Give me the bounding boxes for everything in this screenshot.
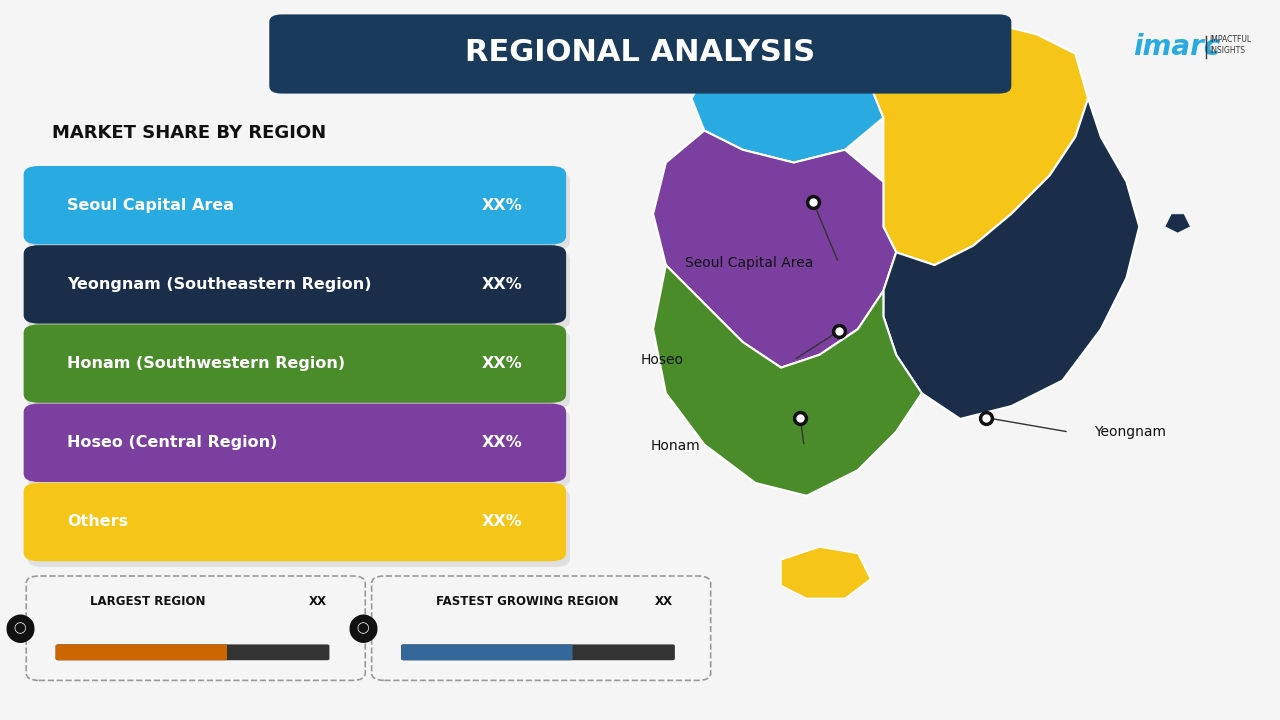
Text: REGIONAL ANALYSIS: REGIONAL ANALYSIS — [465, 38, 815, 67]
FancyBboxPatch shape — [27, 251, 570, 330]
Text: INSIGHTS: INSIGHTS — [1210, 46, 1245, 55]
Text: XX%: XX% — [481, 356, 522, 371]
Text: Seoul Capital Area: Seoul Capital Area — [67, 198, 234, 212]
Polygon shape — [858, 22, 1088, 265]
FancyBboxPatch shape — [55, 644, 329, 660]
FancyBboxPatch shape — [401, 644, 675, 660]
FancyBboxPatch shape — [27, 409, 570, 488]
FancyBboxPatch shape — [55, 644, 227, 660]
Text: XX%: XX% — [481, 515, 522, 529]
Text: ⬤: ⬤ — [4, 614, 36, 643]
Text: Honam: Honam — [650, 439, 700, 454]
Text: Yeongnam (Southeastern Region): Yeongnam (Southeastern Region) — [67, 277, 371, 292]
Text: XX%: XX% — [481, 198, 522, 212]
FancyBboxPatch shape — [23, 403, 566, 482]
Text: XX: XX — [308, 595, 326, 608]
Polygon shape — [781, 547, 870, 598]
Text: LARGEST REGION: LARGEST REGION — [90, 595, 206, 608]
FancyBboxPatch shape — [401, 644, 572, 660]
FancyBboxPatch shape — [23, 325, 566, 403]
Polygon shape — [1165, 214, 1190, 233]
Polygon shape — [653, 130, 896, 368]
FancyBboxPatch shape — [27, 330, 570, 409]
Text: FASTEST GROWING REGION: FASTEST GROWING REGION — [435, 595, 618, 608]
Text: XX: XX — [654, 595, 672, 608]
FancyBboxPatch shape — [269, 14, 1011, 94]
FancyBboxPatch shape — [23, 166, 566, 245]
Text: Yeongnam: Yeongnam — [1094, 425, 1166, 439]
Text: ◯: ◯ — [14, 623, 26, 634]
Text: Others: Others — [67, 515, 128, 529]
Polygon shape — [653, 265, 922, 496]
Text: MARKET SHARE BY REGION: MARKET SHARE BY REGION — [51, 125, 326, 143]
FancyBboxPatch shape — [23, 246, 566, 324]
FancyBboxPatch shape — [27, 172, 570, 251]
Text: Hoseo: Hoseo — [640, 353, 684, 367]
Text: ◯: ◯ — [356, 623, 369, 634]
FancyBboxPatch shape — [23, 483, 566, 562]
Text: Hoseo (Central Region): Hoseo (Central Region) — [67, 436, 278, 450]
Text: Honam (Southwestern Region): Honam (Southwestern Region) — [67, 356, 346, 371]
Text: XX%: XX% — [481, 277, 522, 292]
Text: IMPACTFUL: IMPACTFUL — [1210, 35, 1252, 44]
Text: imarc: imarc — [1133, 33, 1220, 60]
FancyBboxPatch shape — [27, 489, 570, 567]
Text: XX%: XX% — [481, 436, 522, 450]
Text: ⬤: ⬤ — [347, 614, 378, 643]
Polygon shape — [883, 99, 1139, 419]
Text: Seoul Capital Area: Seoul Capital Area — [685, 256, 814, 270]
Polygon shape — [691, 22, 883, 163]
